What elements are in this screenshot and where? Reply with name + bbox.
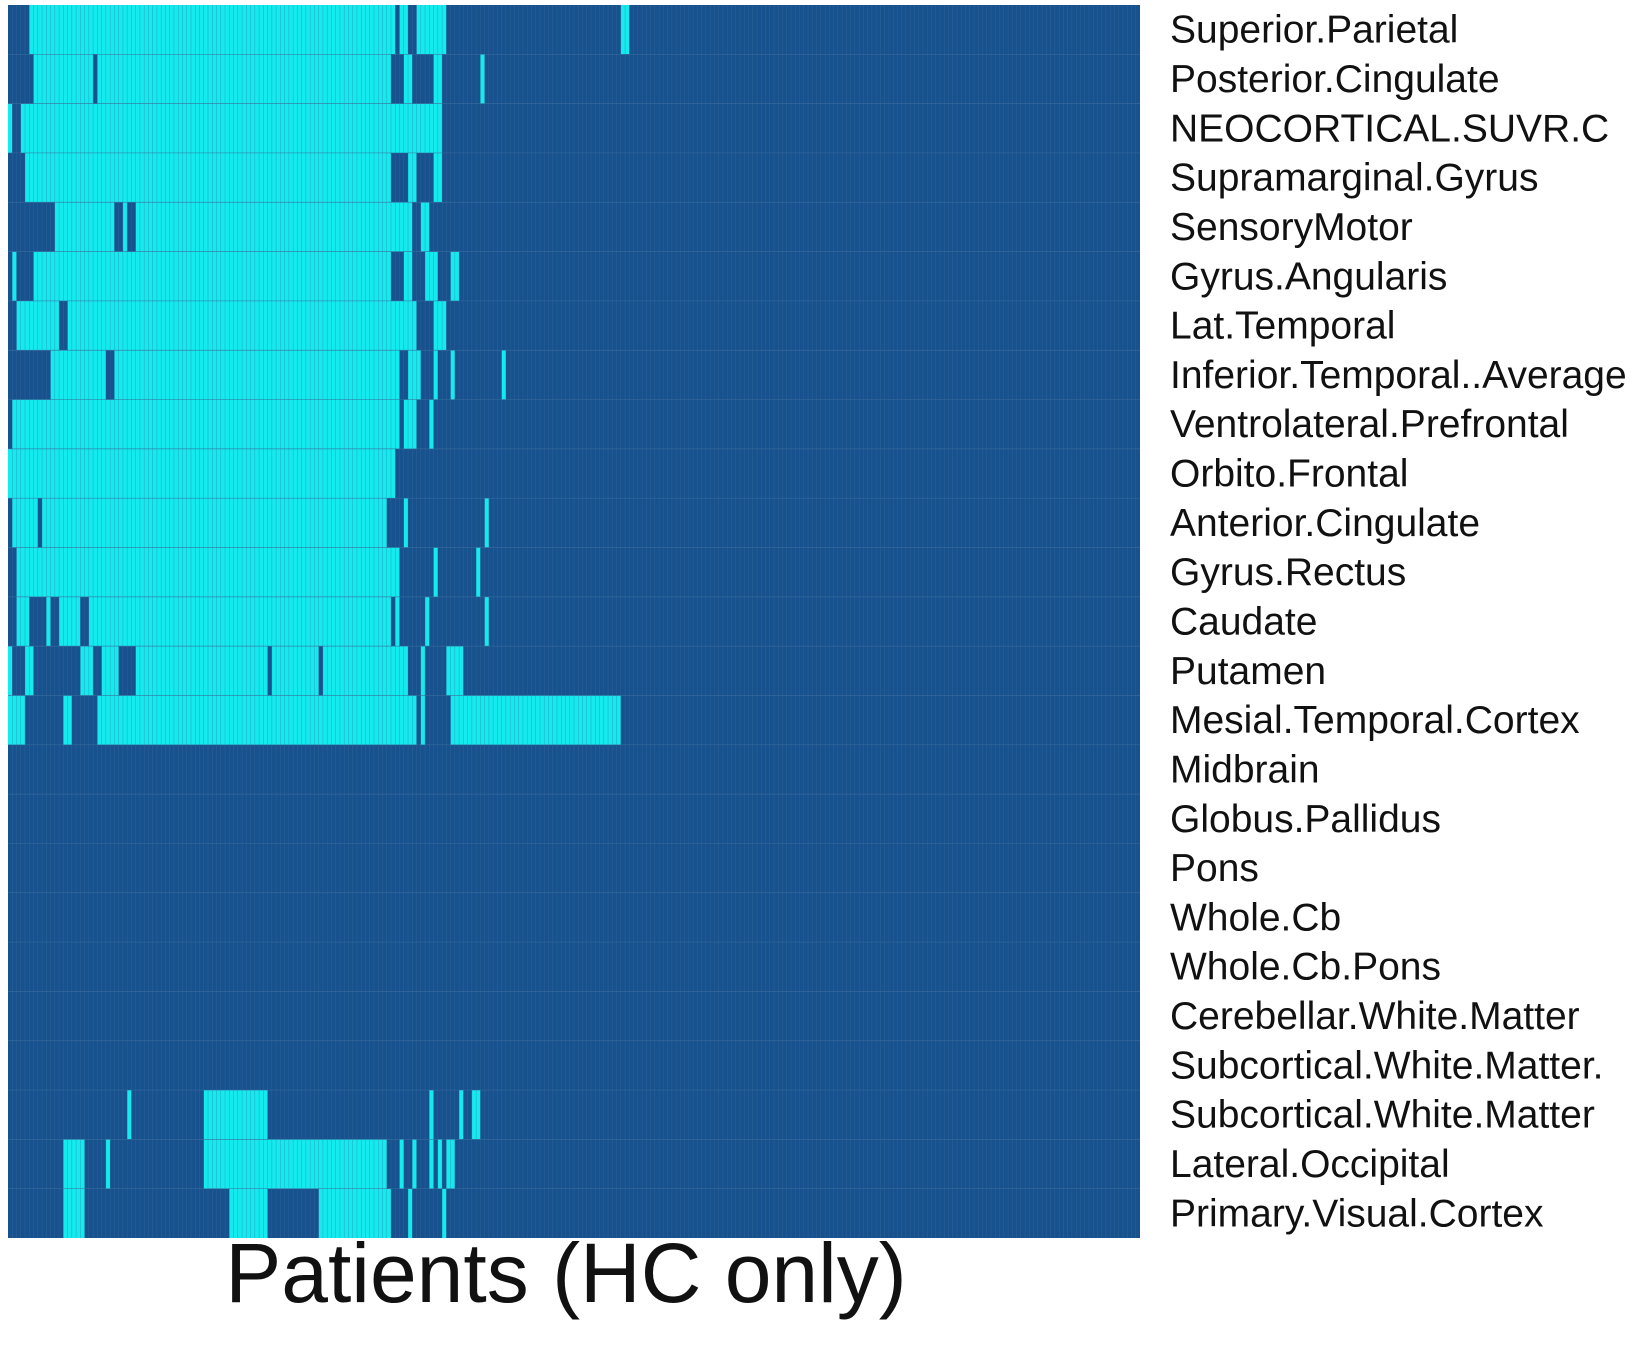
row-label-23: Lateral.Occipital [1170, 1143, 1450, 1186]
heatmap-cell-high-row7-seg0 [50, 350, 106, 400]
row-label-5: Gyrus.Angularis [1170, 255, 1447, 298]
row-label-3: Supramarginal.Gyrus [1170, 157, 1538, 200]
heatmap-cell-high-row9-seg0 [8, 448, 396, 499]
heatmap-cell-high-row4-seg1 [122, 202, 128, 252]
heatmap-cell-high-row8-seg1 [403, 399, 417, 449]
heatmap-cell-high-row10-seg1 [42, 498, 387, 548]
heatmap-cell-high-row23-seg0 [63, 1139, 85, 1189]
heatmap-cell-high-row24-seg3 [408, 1188, 413, 1238]
row-label-15: Midbrain [1170, 748, 1320, 791]
heatmap-cell-high-row1-seg4 [480, 54, 485, 104]
heatmap-cell-high-row24-seg0 [63, 1188, 85, 1238]
heatmap-cell-high-row14-seg2 [97, 695, 417, 745]
row-label-21: Subcortical.White.Matter. [1170, 1044, 1604, 1087]
row-label-14: Mesial.Temporal.Cortex [1170, 699, 1580, 742]
row-label-24: Primary.Visual.Cortex [1170, 1192, 1544, 1235]
row-label-20: Cerebellar.White.Matter [1170, 995, 1580, 1038]
row-label-1: Posterior.Cingulate [1170, 58, 1500, 101]
row-label-10: Anterior.Cingulate [1170, 502, 1480, 545]
heatmap-cell-high-row5-seg3 [425, 251, 438, 301]
heatmap-cell-high-row23-seg3 [399, 1139, 404, 1189]
row-label-19: Whole.Cb.Pons [1170, 946, 1441, 989]
heatmap-cell-high-row8-seg0 [12, 399, 400, 449]
heatmap-cell-high-row12-seg5 [425, 596, 430, 647]
heatmap-cell-high-row12-seg4 [395, 596, 400, 647]
heatmap-cell-high-row7-seg5 [501, 350, 506, 400]
heatmap-cell-high-row11-seg2 [476, 547, 481, 597]
row-label-16: Globus.Pallidus [1170, 798, 1441, 841]
row-label-4: SensoryMotor [1170, 206, 1413, 249]
heatmap-cell-high-row10-seg3 [484, 498, 489, 548]
row-label-8: Ventrolateral.Prefrontal [1170, 403, 1569, 446]
heatmap-cell-high-row12-seg6 [484, 596, 489, 647]
heatmap-cell-high-row22-seg1 [203, 1090, 268, 1140]
x-axis-title: Patients (HC only) [225, 1226, 907, 1320]
row-label-0: Superior.Parietal [1170, 9, 1458, 52]
heatmap-cell-high-row12-seg0 [16, 596, 30, 647]
heatmap-cell-high-row13-seg4 [135, 646, 268, 696]
heatmap-cell-high-row4-seg2 [135, 202, 413, 252]
heatmap-gridlines [8, 5, 1140, 1238]
row-label-13: Putamen [1170, 650, 1326, 693]
row-label-6: Lat.Temporal [1170, 305, 1395, 348]
heatmap-cell-high-row12-seg3 [88, 596, 392, 647]
heatmap-cell-high-row23-seg5 [429, 1139, 434, 1189]
heatmap-cell-high-row7-seg1 [114, 350, 400, 400]
heatmap-cell-high-row23-seg6 [437, 1139, 443, 1189]
heatmap-cell-high-row12-seg1 [46, 596, 51, 647]
row-label-17: Pons [1170, 847, 1259, 890]
row-label-11: Gyrus.Rectus [1170, 551, 1406, 594]
heatmap-cell-high-row5-seg0 [12, 251, 17, 301]
heatmap-cell-high-row10-seg2 [403, 498, 409, 548]
heatmap-cell-high-row14-seg3 [420, 695, 426, 745]
heatmap-cell-high-row22-seg3 [459, 1090, 464, 1140]
heatmap-cell-high-row22-seg2 [429, 1090, 434, 1140]
row-label-2: NEOCORTICAL.SUVR.C [1170, 107, 1609, 150]
heatmap-cell-high-row23-seg2 [203, 1139, 387, 1189]
row-label-22: Subcortical.White.Matter [1170, 1094, 1595, 1137]
row-label-9: Orbito.Frontal [1170, 453, 1408, 496]
heatmap-cell-high-row0-seg2 [416, 5, 447, 55]
heatmap-cell-high-row13-seg2 [80, 646, 94, 696]
row-labels: Superior.Parietal Posterior.Cingulate NEOC… [1170, 9, 1627, 1236]
heatmap-cell-high-row23-seg1 [105, 1139, 111, 1189]
heatmap-cell-high-row6-seg2 [433, 300, 447, 351]
heatmap-cell-high-row13-seg7 [420, 646, 426, 696]
heatmap-cell-high-row1-seg1 [97, 54, 392, 104]
heatmap-cell-high-row8-seg2 [429, 399, 434, 449]
heatmap-cell-high-row22-seg0 [127, 1090, 132, 1140]
heatmap-cell-high-row24-seg2 [318, 1188, 392, 1238]
heatmap-cell-high-row2-seg0 [8, 103, 13, 153]
heatmap-cell-high-row13-seg0 [8, 646, 13, 696]
row-label-12: Caudate [1170, 601, 1317, 644]
heatmap-cell-high-row7-seg2 [408, 350, 421, 400]
row-label-18: Whole.Cb [1170, 896, 1341, 939]
heatmap-cell-high-row2-seg1 [20, 103, 443, 153]
heatmap-cell-high-row7-seg4 [450, 350, 455, 400]
heatmap-cell-high-row13-seg5 [271, 646, 319, 696]
row-label-7: Inferior.Temporal..Average [1170, 354, 1627, 397]
heatmap-cell-high-row7-seg3 [433, 350, 438, 400]
heatmap-cell-high-row11-seg1 [433, 547, 438, 597]
heatmap-cell-high-row24-seg4 [442, 1188, 447, 1238]
heatmap-cell-high-row23-seg4 [412, 1139, 417, 1189]
heatmap-cell-high-row24-seg1 [229, 1188, 268, 1238]
heatmap-cell-high-row12-seg2 [59, 596, 81, 647]
